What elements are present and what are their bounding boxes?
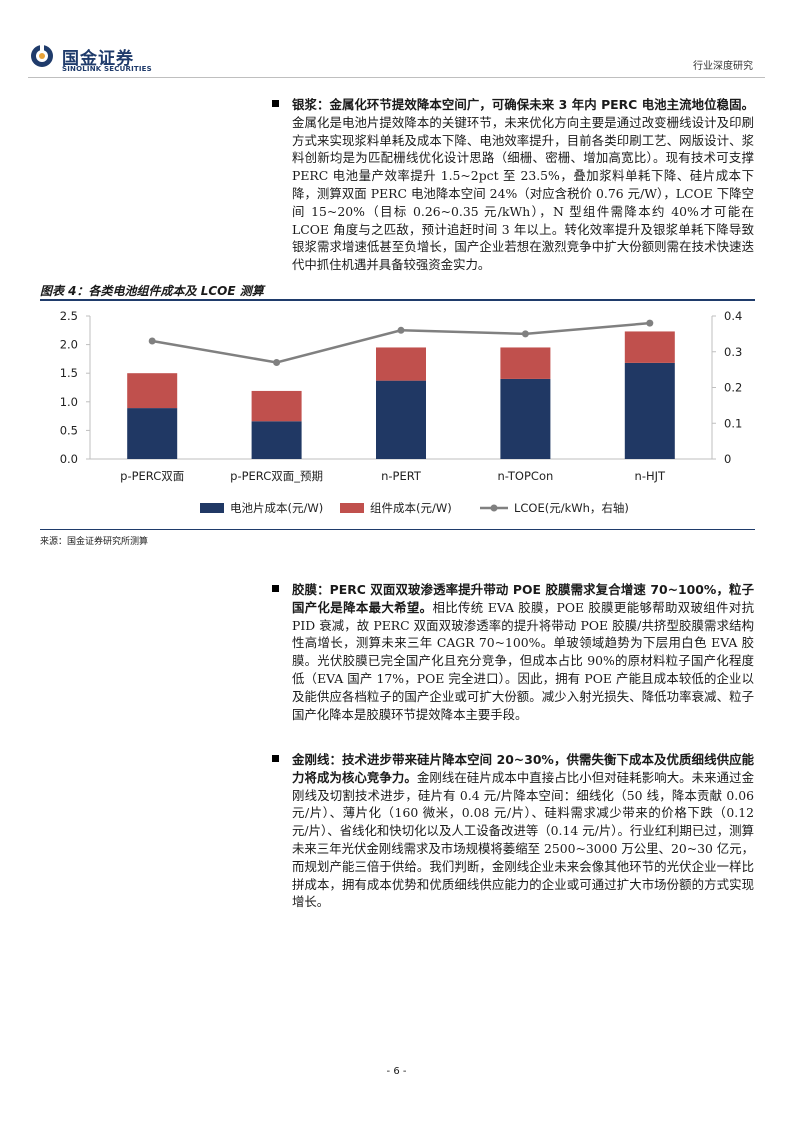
y-left-tick-label: 2.5 — [60, 309, 78, 323]
y-right-tick-label: 0 — [724, 452, 731, 466]
bar-module-cost — [251, 390, 302, 422]
section-body: 相比传统 EVA 胶膜，POE 胶膜更能够帮助双玻组件对抗 PID 衰减，故 P… — [292, 599, 754, 722]
legend-label: LCOE(元/kWh，右轴) — [514, 501, 629, 515]
y-left-tick-label: 1.0 — [60, 395, 78, 409]
section-title: 胶膜：PERC 双面双玻渗透率提升带动 POE 胶膜需求复合增速 70~100%… — [292, 582, 754, 615]
sinolink-logo-icon — [31, 44, 53, 67]
bullet-icon — [272, 755, 279, 762]
figure-top-rule — [40, 299, 755, 301]
section-body: 金刚线在硅片成本中直接占比小但对硅耗影响大。未来通过金刚线及切割技术进步，硅片有… — [292, 769, 755, 910]
figure-source: 来源：国金证券研究所测算 — [40, 537, 149, 547]
x-tick-label: n-PERT — [381, 469, 422, 483]
report-type-label: 行业深度研究 — [693, 61, 753, 72]
x-tick-label: n-TOPCon — [498, 469, 554, 483]
bar-module-cost — [500, 347, 551, 379]
bar-module-cost — [376, 347, 426, 381]
legend-swatch-module — [340, 503, 364, 513]
legend-label: 组件成本(元/W) — [370, 501, 452, 515]
section-title: 金刚线：技术进步带来硅片降本空间 20~30%，供需失衡下成本及优质细线供应能力… — [292, 752, 754, 785]
logo-text-en: SINOLINK SECURITIES — [62, 65, 152, 73]
y-right-tick-label: 0.3 — [724, 345, 742, 359]
y-right-tick-label: 0.4 — [724, 309, 742, 323]
bullet-icon — [272, 585, 279, 592]
bar-cell-cost — [624, 362, 675, 459]
bar-cell-cost — [500, 378, 551, 459]
lcoe-point — [148, 337, 156, 345]
cost-lcoe-chart: 0.0 0.5 1.0 1.5 2.0 2.5 0 0.1 0.2 0.3 0.4 p-PERC双面 p… — [60, 309, 743, 515]
x-tick-label: p-PERC双面 — [120, 469, 184, 483]
y-left-tick-label: 0.5 — [60, 423, 78, 437]
section-silver-paste: 银浆：金属化环节提效降本空间广，可确保未来 3 年内 PERC 电池主流地位稳固… — [272, 96, 754, 274]
lcoe-point — [397, 326, 405, 334]
figure-title: 图表 4：各类电池组件成本及 LCOE 测算 — [40, 284, 264, 298]
logo-text-cn: 国金证券 — [62, 49, 134, 69]
section-title: 银浆：金属化环节提效降本空间广，可确保未来 3 年内 PERC 电池主流地位稳固… — [292, 97, 754, 112]
bar-module-cost — [127, 373, 178, 409]
x-tick-label: n-HJT — [635, 469, 666, 483]
section-diamond-wire: 金刚线：技术进步带来硅片降本空间 20~30%，供需失衡下成本及优质细线供应能力… — [272, 751, 755, 911]
bar-cell-cost — [251, 421, 302, 459]
y-right-tick-label: 0.1 — [724, 416, 742, 430]
section-body: 金属化是电池片提效降本的关键环节，未来优化方向主要是通过改变栅线设计及印刷方式来… — [292, 114, 754, 273]
x-tick-label: p-PERC双面_预期 — [230, 469, 323, 483]
legend-label: 电池片成本(元/W) — [230, 501, 323, 515]
y-left-tick-label: 2.0 — [60, 338, 78, 352]
bar-cell-cost — [127, 408, 178, 459]
lcoe-point — [646, 319, 654, 327]
y-left-tick-label: 0.0 — [60, 452, 78, 466]
section-encapsulant-film: 胶膜：PERC 双面双玻渗透率提升带动 POE 胶膜需求复合增速 70~100%… — [272, 581, 754, 723]
lcoe-point — [273, 358, 281, 366]
bar-module-cost — [624, 331, 675, 363]
page-number: - 6 - — [386, 1066, 407, 1077]
page-header: 国金证券 SINOLINK SECURITIES 行业深度研究 — [0, 0, 793, 80]
bullet-icon — [272, 100, 279, 107]
y-left-tick-label: 1.5 — [60, 366, 78, 380]
y-right-tick-label: 0.2 — [724, 381, 742, 395]
legend-swatch-lcoe-point — [490, 504, 498, 512]
figure-bottom-rule — [40, 529, 755, 530]
lcoe-point — [521, 330, 529, 338]
legend-swatch-cell — [200, 503, 224, 513]
header-divider — [28, 77, 765, 78]
bar-cell-cost — [376, 380, 426, 459]
